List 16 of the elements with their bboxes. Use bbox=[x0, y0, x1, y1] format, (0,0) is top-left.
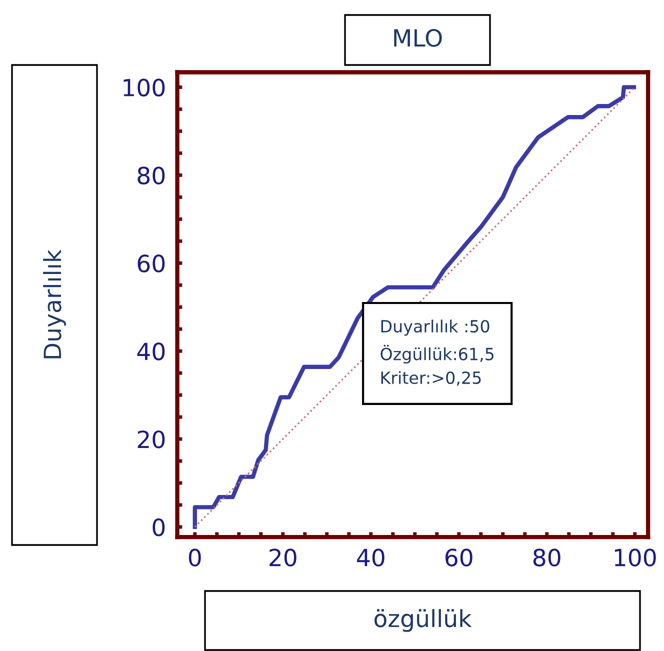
x-tick-label: 0 bbox=[188, 548, 201, 566]
x-tick-label: 60 bbox=[446, 548, 472, 566]
y-tick-label: 80 bbox=[138, 166, 165, 184]
x-axis-title: özgüllük bbox=[374, 609, 472, 632]
y-tick-label: 100 bbox=[124, 78, 165, 97]
y-tick-label: 40 bbox=[137, 342, 165, 360]
x-tick-label: 100 bbox=[614, 548, 656, 566]
x-tick-label: 40 bbox=[357, 548, 384, 566]
y-tick-label: 0 bbox=[152, 518, 165, 536]
x-tick-label: 20 bbox=[270, 548, 296, 566]
chart-title: MLO bbox=[394, 28, 442, 47]
y-tick-label: 60 bbox=[138, 254, 165, 272]
y-tick-label: 20 bbox=[138, 430, 165, 448]
x-tick-label: 80 bbox=[533, 548, 560, 566]
y-axis-title: Duyarlılık bbox=[43, 249, 66, 358]
annotation: Duyarlılık :50 Özgüllük:61,5 Kriter:>0,25 bbox=[380, 320, 494, 386]
